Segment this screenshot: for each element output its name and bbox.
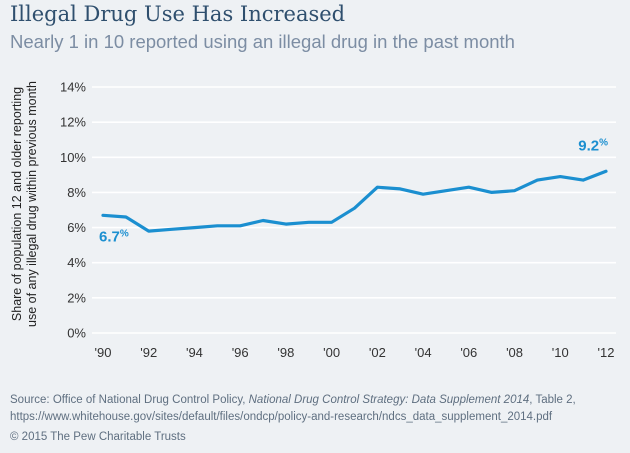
gridlines (92, 86, 616, 334)
x-tick-label: '12 (598, 345, 615, 360)
data-point (604, 170, 608, 173)
data-point (147, 229, 150, 233)
data-point (238, 224, 242, 228)
data-point (581, 178, 585, 182)
x-tick-label: '90 (95, 345, 112, 360)
source-prefix: Source: Office of National Drug Control … (10, 394, 249, 406)
copyright-note: © 2015 The Pew Charitable Trusts (10, 431, 186, 443)
source-suffix: , Table 2, https://www.whitehouse.gov/si… (10, 394, 576, 423)
data-point (170, 228, 173, 231)
data-point (353, 207, 356, 210)
series-line (101, 169, 608, 233)
y-tick-label: 2% (67, 290, 86, 305)
chart-subtitle: Nearly 1 in 10 reported using an illegal… (10, 31, 515, 52)
y-axis-label-line: Share of population 12 and older reporti… (10, 87, 24, 321)
data-label-value: 6.7 (99, 228, 120, 245)
y-axis-ticks: 0% 2% 4% 6% 8% 10% 12% 14% (60, 80, 86, 341)
data-point (399, 187, 402, 191)
y-tick-label: 12% (60, 115, 86, 130)
y-tick-label: 8% (67, 185, 86, 200)
x-tick-label: '00 (323, 345, 340, 360)
annotations: 6.7%9.2% (99, 137, 608, 245)
y-axis-label-line: use of any illegal drug within previous … (25, 81, 39, 327)
x-tick-label: '94 (186, 345, 203, 360)
x-tick-label: '98 (277, 345, 294, 360)
data-point (101, 214, 105, 217)
data-point (193, 226, 196, 229)
x-tick-label: '04 (415, 345, 432, 360)
data-point (216, 224, 219, 228)
y-tick-label: 4% (67, 255, 86, 270)
series (101, 169, 608, 233)
data-point (421, 192, 425, 196)
data-label-unit: % (599, 137, 608, 148)
data-point (376, 185, 379, 189)
x-axis-ticks: '90 '92 '94 '96 '98 '00 '02 '04 '06 '08 '10 '12 (95, 345, 615, 360)
data-point (284, 222, 288, 226)
x-tick-label: '10 (552, 345, 569, 360)
data-point (330, 221, 333, 224)
data-point (444, 189, 448, 192)
data-point (124, 215, 128, 219)
data-label-unit: % (120, 228, 129, 239)
source-title: National Drug Control Strategy: Data Sup… (248, 394, 530, 406)
x-tick-label: '06 (460, 345, 477, 360)
x-tick-label: '02 (369, 345, 386, 360)
data-point (307, 221, 310, 224)
data-label: 9.2% (578, 137, 608, 154)
data-point (513, 189, 516, 192)
line-chart: 0% 2% 4% 6% 8% 10% 12% 14% '90 '92 '94 '96 '98 '00 '0… (10, 80, 616, 360)
data-point (490, 191, 493, 194)
source-note: Source: Office of National Drug Control … (10, 392, 622, 426)
data-point (536, 178, 539, 182)
x-tick-label: '96 (232, 345, 249, 360)
x-tick-label: '08 (506, 345, 523, 360)
y-tick-label: 14% (60, 80, 86, 95)
y-tick-label: 0% (67, 326, 86, 341)
data-point (261, 219, 265, 222)
y-tick-label: 10% (60, 150, 86, 165)
data-point (467, 185, 471, 189)
chart-title: Illegal Drug Use Has Increased (10, 2, 346, 26)
y-tick-label: 6% (67, 220, 86, 235)
x-tick-label: '92 (140, 345, 157, 360)
data-point (559, 175, 562, 178)
data-label: 6.7% (99, 228, 129, 245)
y-axis-label: Share of population 12 and older reporti… (10, 81, 39, 327)
data-label-value: 9.2 (578, 137, 599, 154)
